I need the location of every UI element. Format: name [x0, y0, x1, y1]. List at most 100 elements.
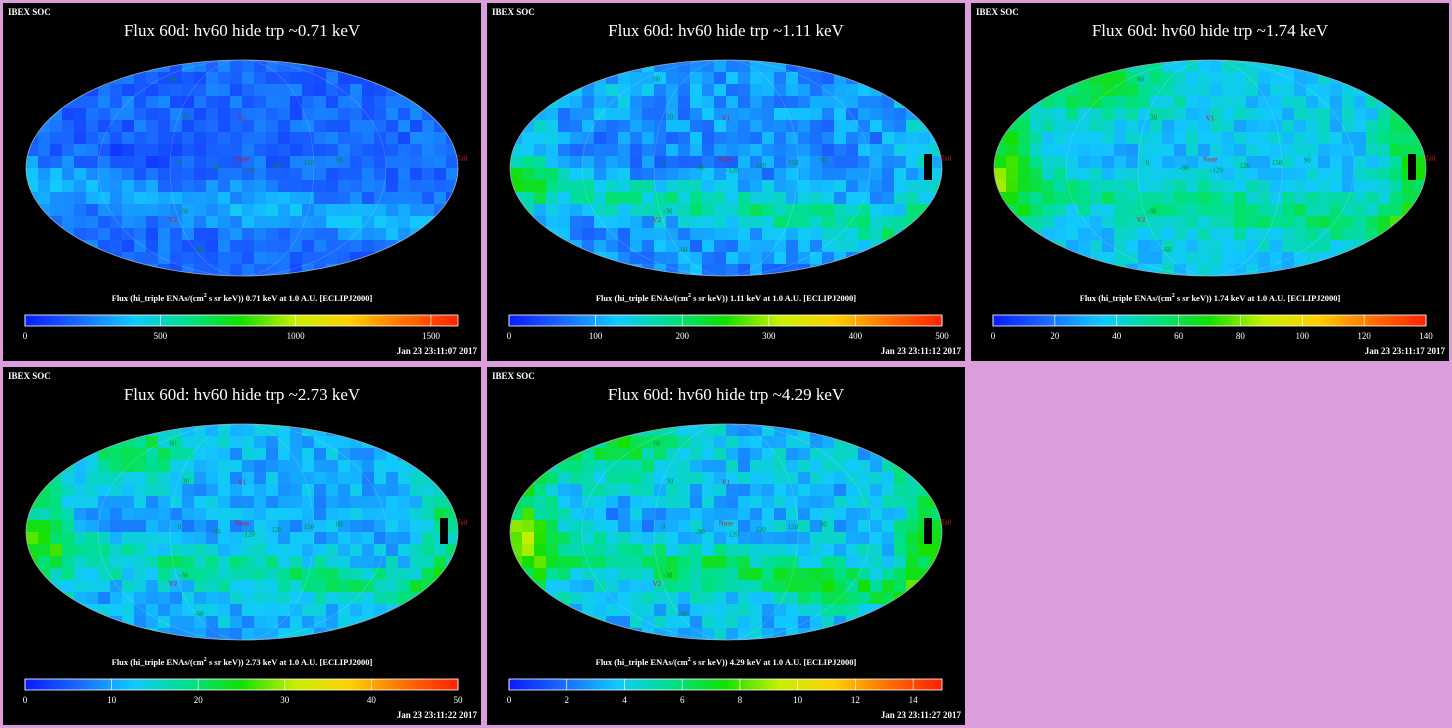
colorbar: 0 100 200 300 400 500 — [507, 314, 949, 341]
grid-coordinate-label: -120 — [242, 530, 255, 538]
map-marker-label: Nose — [719, 156, 733, 164]
colorbar-tick-label: 0 — [507, 331, 512, 341]
map-marker-label: V1 — [1206, 115, 1215, 123]
panel-title: Flux 60d: hv60 hide trp ~1.74 keV — [1091, 21, 1329, 40]
colorbar-tick-label: 0 — [23, 331, 28, 341]
mollweide-sky-map: V1 V2 Nose Tail 60 30 0 -30 -60 -90 90 -120 120 150 — [509, 59, 952, 277]
colorbar-tick-label: 6 — [680, 695, 685, 705]
panel-title: Flux 60d: hv60 hide trp ~0.71 keV — [123, 21, 361, 40]
map-marker-label: Tail — [457, 154, 468, 162]
map-marker-label: V2 — [653, 216, 662, 224]
grid-coordinate-label: 30 — [666, 113, 674, 121]
colorbar-tick-label: 2 — [564, 695, 569, 705]
grid-coordinate-label: -120 — [726, 530, 739, 538]
colorbar-tick-label: 30 — [280, 695, 290, 705]
map-outline — [509, 59, 943, 277]
map-outline — [25, 423, 459, 641]
grid-coordinate-label: -120 — [242, 166, 255, 174]
grid-coordinate-label: 30 — [1150, 113, 1158, 121]
grid-coordinate-label: 150 — [1272, 159, 1283, 167]
map-marker-label: V1 — [238, 479, 247, 487]
map-marker-label: V2 — [1137, 216, 1146, 224]
grid-coordinate-label: 0 — [178, 159, 182, 167]
grid-coordinate-label: 0 — [1146, 159, 1150, 167]
grid-coordinate-label: 120 — [271, 162, 282, 170]
grid-coordinate-label: 0 — [662, 159, 666, 167]
map-marker-label: Nose — [235, 520, 249, 528]
panel-header-label: IBEX SOC — [492, 371, 535, 381]
mollweide-sky-map: V1 V2 Nose Tail 60 30 0 -30 -60 -90 90 -120 120 150 — [25, 59, 468, 277]
grid-coordinate-label: 90 — [336, 521, 344, 529]
grid-coordinate-label: 150 — [304, 523, 315, 531]
colorbar-tick-label: 4 — [622, 695, 627, 705]
map-marker-label: V2 — [169, 216, 178, 224]
no-data-pixels — [1408, 154, 1416, 180]
grid-coordinate-label: -30 — [663, 207, 673, 215]
grid-coordinate-label: 60 — [1137, 76, 1145, 84]
colorbar-tick-label: 0 — [23, 695, 28, 705]
grid-coordinate-label: -120 — [726, 166, 739, 174]
map-marker-label: V1 — [238, 115, 247, 123]
colorbar-tick-label: 0 — [991, 331, 996, 341]
colorbar-tick-label: 140 — [1419, 331, 1433, 341]
colorbar-gradient — [992, 314, 1427, 327]
panel-header-label: IBEX SOC — [492, 7, 535, 17]
colorbar-tick-label: 20 — [194, 695, 204, 705]
panel-title: Flux 60d: hv60 hide trp ~2.73 keV — [123, 385, 361, 404]
map-marker-label: Nose — [1203, 156, 1217, 164]
grid-coordinate-label: -60 — [194, 246, 204, 254]
colorbar-tick-label: 12 — [851, 695, 860, 705]
colorbar-tick-label: 1500 — [422, 331, 441, 341]
map-marker-label: Tail — [941, 518, 952, 526]
mollweide-sky-map: V1 V2 Nose Tail 60 30 0 -30 -60 -90 90 -120 120 150 — [25, 423, 468, 641]
map-marker-label: V2 — [169, 580, 178, 588]
grid-coordinate-label: 60 — [653, 440, 661, 448]
timestamp: Jan 23 23:11:17 2017 — [1364, 346, 1445, 356]
colorbar: 0 2 4 6 8 10 12 14 — [507, 678, 943, 705]
grid-coordinate-label: 90 — [820, 521, 828, 529]
colorbar-tick-label: 500 — [154, 331, 168, 341]
timestamp: Jan 23 23:11:07 2017 — [396, 346, 477, 356]
panel-title: Flux 60d: hv60 hide trp ~1.11 keV — [608, 21, 844, 40]
grid-coordinate-label: -90 — [211, 528, 221, 536]
colorbar: 0 500 1000 1500 — [23, 314, 459, 341]
grid-coordinate-label: -30 — [179, 207, 189, 215]
colorbar-title: Flux (hi_triple ENAs/(cm2 s sr keV)) 0.7… — [111, 293, 373, 303]
colorbar-tick-label: 10 — [793, 695, 803, 705]
sky-map-panel: IBEX SOC Flux 60d: hv60 hide trp ~1.11 ke… — [487, 3, 965, 361]
grid-coordinate-label: 150 — [788, 159, 799, 167]
map-marker-label: V1 — [722, 115, 731, 123]
timestamp: Jan 23 23:11:22 2017 — [396, 710, 477, 720]
colorbar-tick-label: 100 — [589, 331, 603, 341]
colorbar-tick-label: 10 — [107, 695, 117, 705]
map-marker-label: Tail — [1425, 154, 1436, 162]
colorbar-gradient — [508, 678, 943, 691]
colorbar-gradient — [24, 678, 459, 691]
map-marker-label: Nose — [235, 156, 249, 164]
colorbar-title: Flux (hi_triple ENAs/(cm2 s sr keV)) 4.2… — [595, 657, 857, 667]
colorbar-tick-label: 60 — [1174, 331, 1184, 341]
colorbar-tick-label: 40 — [367, 695, 377, 705]
grid-coordinate-label: -30 — [1147, 207, 1157, 215]
colorbar-tick-label: 300 — [762, 331, 776, 341]
no-data-pixels — [440, 518, 448, 544]
map-marker-label: Nose — [719, 520, 733, 528]
map-outline — [25, 59, 459, 277]
map-marker-label: V1 — [722, 479, 731, 487]
no-data-pixels — [924, 518, 932, 544]
grid-coordinate-label: -90 — [211, 164, 221, 172]
colorbar-tick-label: 400 — [849, 331, 863, 341]
grid-coordinate-label: 150 — [304, 159, 315, 167]
grid-coordinate-label: 120 — [755, 162, 766, 170]
panel-header-label: IBEX SOC — [8, 371, 51, 381]
sky-map-panel: IBEX SOC Flux 60d: hv60 hide trp ~2.73 ke… — [3, 367, 481, 725]
timestamp: Jan 23 23:11:27 2017 — [880, 710, 961, 720]
colorbar-tick-label: 1000 — [287, 331, 306, 341]
grid-coordinate-label: 60 — [169, 76, 177, 84]
grid-coordinate-label: 120 — [271, 526, 282, 534]
grid-coordinate-label: -120 — [1210, 166, 1223, 174]
grid-coordinate-label: -60 — [1162, 246, 1172, 254]
no-data-pixels — [924, 154, 932, 180]
grid-coordinate-label: 120 — [755, 526, 766, 534]
map-outline — [509, 423, 943, 641]
